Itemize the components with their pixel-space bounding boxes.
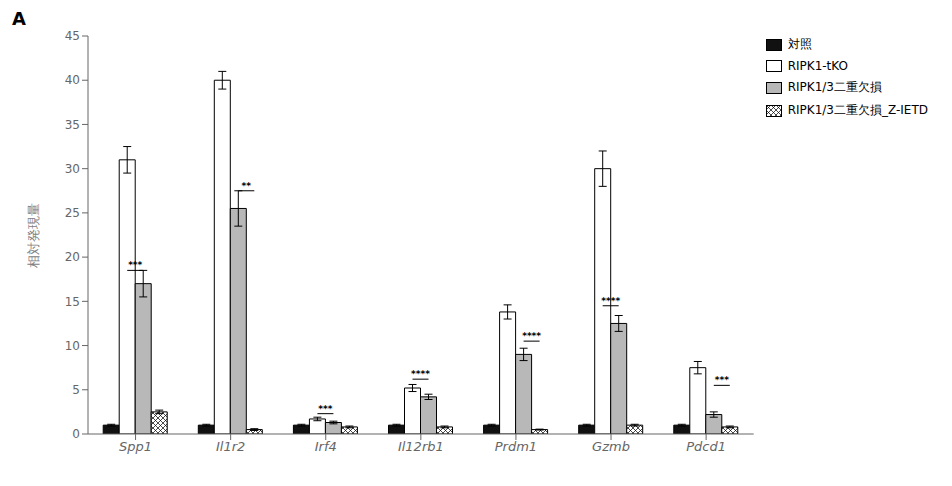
- html-text:RIPK1/3二重欠損: RIPK1/3二重欠損: [787, 80, 882, 94]
- svg-text:***: ***: [318, 404, 332, 414]
- svg-text:0: 0: [72, 427, 80, 441]
- svg-text:Prdm1: Prdm1: [495, 439, 537, 454]
- svg-text:***: ***: [715, 375, 729, 385]
- svg-text:35: 35: [65, 118, 80, 132]
- svg-text:****: ****: [411, 369, 430, 379]
- svg-text:****: ****: [601, 296, 620, 306]
- svg-text:相対発現量: 相対発現量: [26, 203, 41, 268]
- svg-text:5: 5: [72, 383, 80, 397]
- svg-text:Gzmb: Gzmb: [592, 439, 630, 454]
- svg-text:****: ****: [522, 331, 541, 341]
- svg-text:Il12rb1: Il12rb1: [398, 439, 444, 454]
- html-text:RIPK1-tKO: RIPK1-tKO: [787, 59, 848, 73]
- svg-text:Pdcd1: Pdcd1: [686, 439, 726, 454]
- svg-text:***: ***: [128, 260, 142, 270]
- svg-text:**: **: [242, 181, 252, 191]
- html-text:対照: 対照: [787, 37, 812, 51]
- svg-text:15: 15: [65, 295, 80, 309]
- svg-text:30: 30: [65, 162, 80, 176]
- svg-text:40: 40: [65, 73, 80, 87]
- svg-text:Il1r2: Il1r2: [216, 439, 245, 454]
- svg-text:Spp1: Spp1: [119, 439, 152, 454]
- svg-text:Irf4: Irf4: [315, 439, 337, 454]
- html-text:RIPK1/3二重欠損_Z-IETD: RIPK1/3二重欠損_Z-IETD: [787, 103, 928, 117]
- svg-text:20: 20: [65, 250, 80, 264]
- svg-text:25: 25: [65, 206, 80, 220]
- html-text:A: A: [12, 8, 26, 29]
- svg-text:10: 10: [65, 339, 80, 353]
- svg-text:45: 45: [65, 29, 80, 43]
